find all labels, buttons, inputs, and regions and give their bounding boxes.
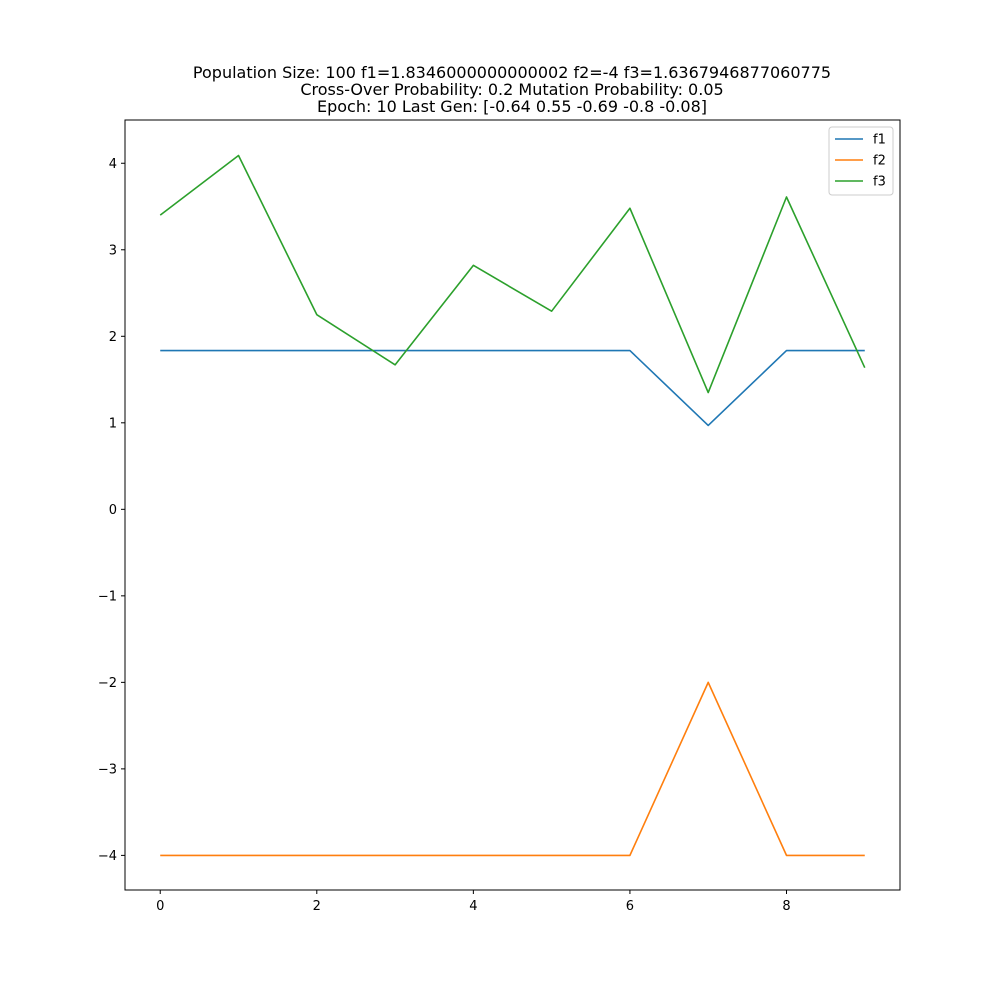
legend: f1 f2 f3 — [828, 126, 894, 196]
series-line-f3 — [159, 154, 866, 394]
y-tick-label: −3 — [98, 762, 117, 777]
plot-area-frame — [124, 119, 901, 891]
x-tick-label: 8 — [782, 899, 790, 914]
series-line-f1 — [160, 349, 865, 427]
y-tick-label: 3 — [109, 243, 117, 258]
y-tick-label: 1 — [109, 416, 117, 431]
series-line-f2 — [160, 681, 865, 857]
chart-title: Population Size: 100 f1=1.83460000000000… — [193, 63, 831, 116]
x-tick-label: 4 — [469, 899, 477, 914]
y-tick-label: 2 — [109, 330, 117, 345]
y-axis: −4 −3 −2 −1 0 1 2 3 4 — [98, 157, 125, 864]
legend-label-f2: f2 — [873, 154, 886, 169]
y-tick-label: −4 — [98, 849, 117, 864]
y-tick-label: 0 — [109, 503, 117, 518]
x-tick-label: 6 — [626, 899, 634, 914]
legend-box — [828, 126, 894, 196]
y-tick-label: −2 — [98, 676, 117, 691]
y-tick-label: 4 — [109, 157, 117, 172]
chart-title-line-1: Population Size: 100 f1=1.83460000000000… — [193, 63, 831, 82]
legend-label-f1: f1 — [873, 133, 886, 148]
legend-label-f3: f3 — [873, 175, 886, 190]
series-layer — [159, 154, 866, 857]
x-tick-label: 2 — [313, 899, 321, 914]
chart-title-line-2: Cross-Over Probability: 0.2 Mutation Pro… — [300, 80, 723, 99]
y-tick-label: −1 — [98, 589, 117, 604]
x-tick-label: 0 — [156, 899, 164, 914]
x-axis: 0 2 4 6 8 — [156, 890, 791, 914]
chart-title-line-3: Epoch: 10 Last Gen: [-0.64 0.55 -0.69 -0… — [317, 97, 707, 116]
